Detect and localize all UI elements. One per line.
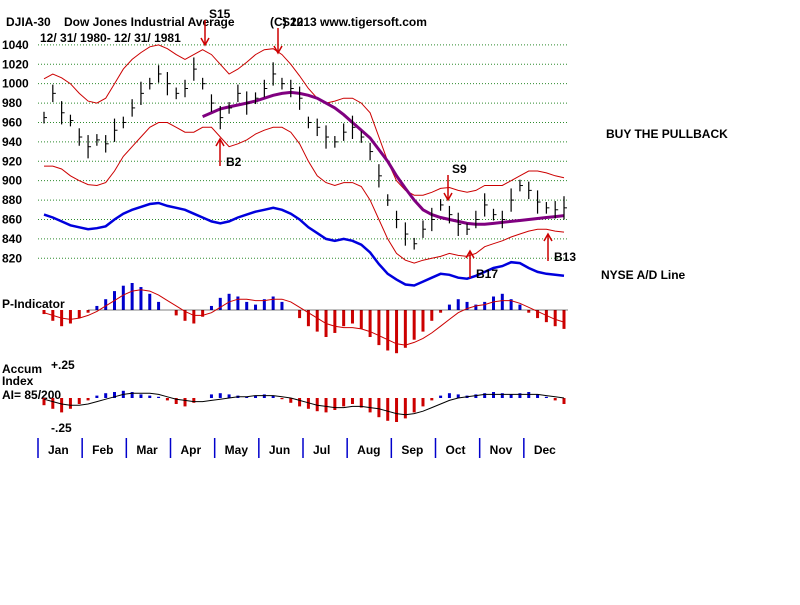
signal-s9: S9 bbox=[443, 162, 467, 202]
signal-label: B13 bbox=[554, 250, 576, 264]
symbol-label: DJIA-30 bbox=[6, 15, 51, 29]
date-range: 12/ 31/ 1980- 12/ 31/ 1981 bbox=[40, 31, 181, 45]
month-label: Apr bbox=[181, 443, 202, 457]
ad-line bbox=[43, 201, 565, 287]
month-label: Sep bbox=[401, 443, 423, 457]
down-arrow-icon bbox=[273, 45, 283, 55]
month-label: Oct bbox=[446, 443, 466, 457]
month-label: Dec bbox=[534, 443, 556, 457]
signal-s15: S15 bbox=[200, 7, 231, 47]
y-tick-label: 920 bbox=[2, 154, 22, 168]
up-arrow-icon bbox=[215, 137, 225, 147]
signal-s12: S12 bbox=[273, 15, 304, 55]
y-tick-label: 940 bbox=[2, 135, 22, 149]
accum-index-ai: AI= 85/200 bbox=[2, 388, 61, 402]
down-arrow-icon bbox=[200, 37, 210, 47]
accum-label-1: Accum bbox=[2, 362, 42, 376]
index-name: Dow Jones Industrial Average bbox=[64, 15, 235, 29]
y-tick-label: 840 bbox=[2, 232, 22, 246]
accum-tick-plus: +.25 bbox=[51, 358, 75, 372]
signal-label: S15 bbox=[209, 7, 231, 21]
lower-band-line bbox=[44, 122, 565, 264]
down-arrow-icon bbox=[443, 192, 453, 202]
headline-annotation: BUY THE PULLBACK bbox=[606, 127, 728, 141]
signal-label: B2 bbox=[226, 155, 242, 169]
month-label: Jan bbox=[48, 443, 69, 457]
signal-b13: B13 bbox=[543, 232, 576, 264]
moving-average-line bbox=[202, 90, 565, 226]
signal-label: S12 bbox=[282, 15, 304, 29]
y-tick-label: 1000 bbox=[2, 77, 29, 91]
y-tick-label: 1040 bbox=[2, 38, 29, 52]
up-arrow-icon bbox=[543, 232, 553, 242]
month-label: Nov bbox=[490, 443, 513, 457]
y-tick-label: 980 bbox=[2, 96, 22, 110]
y-tick-label: 880 bbox=[2, 193, 22, 207]
signal-label: S9 bbox=[452, 162, 467, 176]
y-tick-label: 1020 bbox=[2, 57, 29, 71]
signal-b17: B17 bbox=[465, 249, 498, 281]
accum-tick-minus: -.25 bbox=[51, 421, 72, 435]
signal-b2: B2 bbox=[215, 137, 242, 169]
y-tick-label: 960 bbox=[2, 115, 22, 129]
month-label: Jun bbox=[269, 443, 290, 457]
month-label: Aug bbox=[357, 443, 380, 457]
upper-band-line bbox=[43, 44, 565, 196]
signal-label: B17 bbox=[476, 267, 498, 281]
y-tick-label: 820 bbox=[2, 251, 22, 265]
p-indicator-ma-line bbox=[43, 289, 565, 346]
accum-label-2: Index bbox=[2, 374, 34, 388]
y-tick-label: 860 bbox=[2, 212, 22, 226]
ad-line-label: NYSE A/D Line bbox=[601, 268, 686, 282]
month-label: Mar bbox=[136, 443, 158, 457]
y-tick-label: 900 bbox=[2, 174, 22, 188]
up-arrow-icon bbox=[465, 249, 475, 259]
month-label: May bbox=[225, 443, 249, 457]
copyright-label: (C) 2013 www.tigersoft.com bbox=[270, 15, 427, 29]
accum-index-ma-line bbox=[43, 392, 565, 416]
month-label: Jul bbox=[313, 443, 330, 457]
p-indicator-title: P-Indicator bbox=[2, 297, 65, 311]
month-label: Feb bbox=[92, 443, 113, 457]
